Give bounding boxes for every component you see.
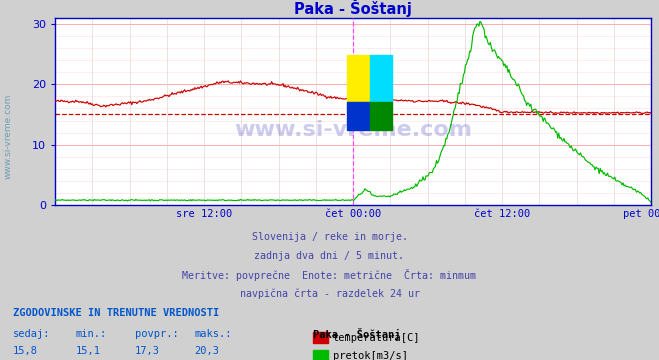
Bar xyxy=(370,55,392,102)
Text: Slovenija / reke in morje.: Slovenija / reke in morje. xyxy=(252,232,407,242)
Text: 15,8: 15,8 xyxy=(13,346,38,356)
Bar xyxy=(347,102,370,130)
Title: Paka - Šoštanj: Paka - Šoštanj xyxy=(294,0,412,17)
Text: maks.:: maks.: xyxy=(194,329,232,339)
Text: zadnja dva dni / 5 minut.: zadnja dva dni / 5 minut. xyxy=(254,251,405,261)
Bar xyxy=(370,102,392,130)
Text: povpr.:: povpr.: xyxy=(135,329,179,339)
Text: pretok[m3/s]: pretok[m3/s] xyxy=(333,351,408,360)
Text: www.si-vreme.com: www.si-vreme.com xyxy=(234,120,472,140)
Text: sedaj:: sedaj: xyxy=(13,329,51,339)
Text: 17,3: 17,3 xyxy=(135,346,160,356)
Text: temperatura[C]: temperatura[C] xyxy=(333,333,420,343)
Text: min.:: min.: xyxy=(76,329,107,339)
Text: 20,3: 20,3 xyxy=(194,346,219,356)
Text: čet 00:00: čet 00:00 xyxy=(325,208,381,219)
Text: sre 12:00: sre 12:00 xyxy=(176,208,232,219)
Text: www.si-vreme.com: www.si-vreme.com xyxy=(3,94,13,180)
Text: navpična črta - razdelek 24 ur: navpična črta - razdelek 24 ur xyxy=(239,288,420,299)
Text: ZGODOVINSKE IN TRENUTNE VREDNOSTI: ZGODOVINSKE IN TRENUTNE VREDNOSTI xyxy=(13,308,219,318)
Text: Meritve: povprečne  Enote: metrične  Črta: minmum: Meritve: povprečne Enote: metrične Črta:… xyxy=(183,269,476,282)
Text: čet 12:00: čet 12:00 xyxy=(474,208,530,219)
Text: Paka - Šoštanj: Paka - Šoštanj xyxy=(313,328,401,339)
Text: pet 00:00: pet 00:00 xyxy=(623,208,659,219)
Text: 15,1: 15,1 xyxy=(76,346,101,356)
Bar xyxy=(347,55,370,102)
